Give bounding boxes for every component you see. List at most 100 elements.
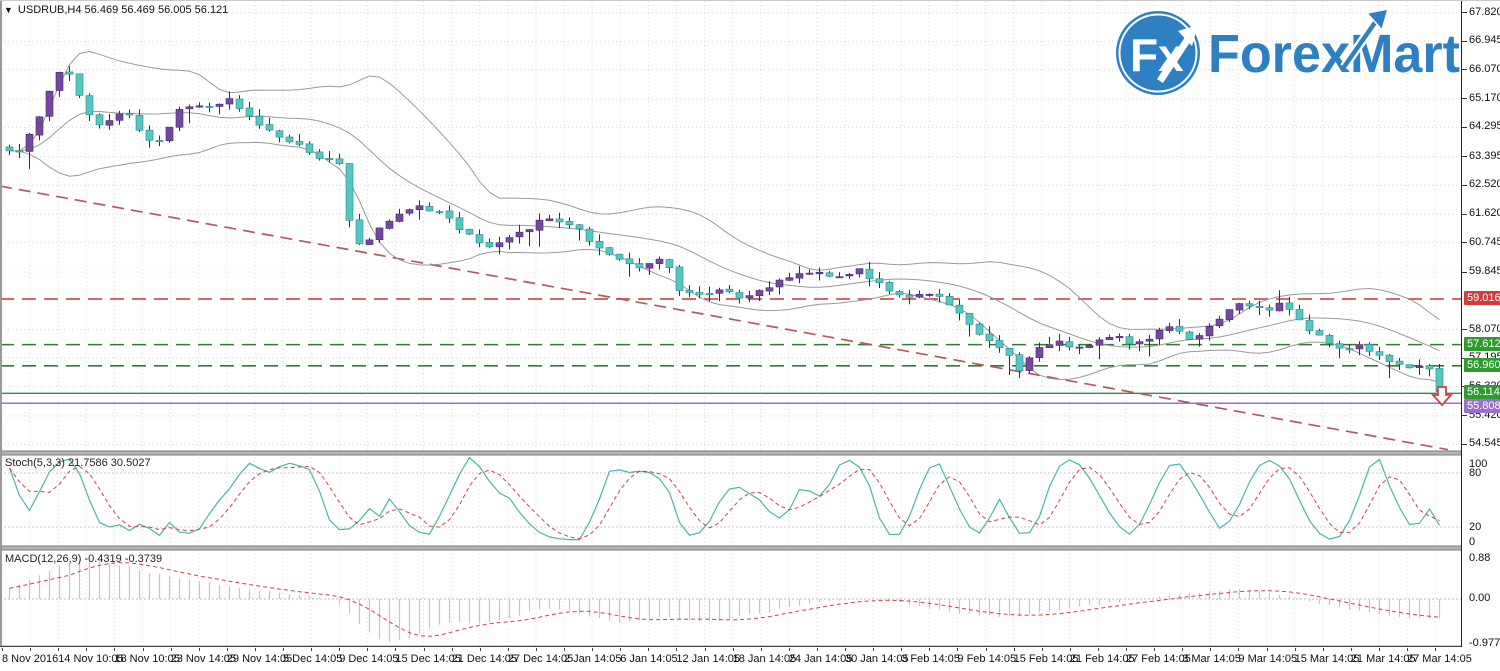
candlestick (125, 113, 134, 116)
candlestick (525, 229, 534, 233)
candlestick (675, 266, 684, 291)
time-tick-mark (620, 648, 622, 651)
time-tick-mark (957, 648, 959, 651)
candlestick (1115, 336, 1124, 339)
time-tick-label: 6 Jan 14:05 (620, 653, 678, 665)
price-tick-mark (1462, 12, 1467, 14)
panel-separator[interactable] (0, 451, 1461, 455)
candlestick (155, 140, 164, 142)
time-tick-mark (873, 648, 875, 651)
candlestick (505, 237, 514, 243)
candlestick (735, 292, 744, 299)
time-tick-mark (901, 648, 903, 651)
candlestick (955, 304, 964, 314)
stoch-scale-label: 100 (1469, 458, 1488, 470)
logo-brand-text: ForexMart (1208, 24, 1460, 84)
candlestick (1265, 307, 1274, 311)
time-tick-mark (2, 648, 3, 651)
time-tick-mark (114, 648, 116, 651)
candlestick (1425, 365, 1434, 370)
candlestick (1005, 348, 1014, 356)
price-level-badge: 56.960 (1464, 357, 1500, 372)
time-tick-mark (479, 648, 481, 651)
time-tick-mark (254, 648, 256, 651)
candlestick (1165, 326, 1174, 331)
candlestick (1055, 340, 1064, 346)
candlestick (1285, 302, 1294, 310)
time-tick-mark (985, 648, 987, 651)
time-tick-mark (704, 648, 706, 651)
candlestick (565, 221, 574, 226)
symbol-dropdown-icon[interactable]: ▼ (4, 5, 13, 15)
candlestick (545, 218, 554, 222)
time-tick-mark (592, 648, 594, 651)
candlestick (1025, 357, 1034, 371)
candlestick (5, 146, 14, 152)
candlestick (1315, 330, 1324, 336)
stoch-scale-label: 80 (1469, 467, 1482, 479)
time-tick-mark (395, 648, 397, 651)
logo-brand-arrow-icon (1340, 8, 1390, 70)
candlestick (585, 228, 594, 242)
candlestick (345, 163, 354, 221)
time-tick-mark (30, 648, 32, 651)
candlestick (935, 293, 944, 297)
time-tick-mark (1266, 648, 1268, 651)
candlestick (945, 296, 954, 306)
time-tick-mark (1097, 648, 1099, 651)
candlestick (1385, 354, 1394, 362)
panel-separator[interactable] (0, 546, 1461, 550)
candlestick (475, 234, 484, 244)
candlestick (115, 113, 124, 121)
time-tick-mark (648, 648, 650, 651)
price-axis[interactable]: 67.820 66.945 66.070 65.170 64.295 63.395 62.5… (1461, 1, 1500, 649)
time-tick-mark (1154, 648, 1156, 651)
candlestick (185, 106, 194, 110)
candlestick (1155, 329, 1164, 340)
candlestick (625, 258, 634, 265)
candlestick (1035, 347, 1044, 358)
time-tick-mark (1238, 648, 1240, 651)
candlestick (1415, 366, 1424, 368)
candlestick (1395, 360, 1404, 365)
price-tick-label: 65.170 (1469, 91, 1500, 104)
price-tick-label: 66.945 (1469, 34, 1500, 47)
candlestick (1235, 303, 1244, 311)
price-tick-label: 67.820 (1469, 5, 1500, 18)
time-tick-mark (845, 648, 846, 651)
candlestick (1215, 318, 1224, 327)
price-tick-label: 66.070 (1469, 62, 1500, 75)
candlestick (435, 211, 444, 214)
candlestick (1375, 351, 1384, 356)
time-tick-label: 21 Dec 14:05 (451, 653, 518, 665)
candlestick (785, 277, 794, 281)
time-tick-mark (1435, 648, 1437, 651)
symbol-ohlc-text: USDRUB,H4 56.469 56.469 56.005 56.121 (17, 4, 229, 16)
candlestick (805, 272, 814, 275)
candlestick (1275, 302, 1284, 312)
candlestick (655, 258, 664, 264)
time-tick-label: 21 Feb 14:05 (1069, 653, 1135, 665)
candlestick (245, 107, 254, 117)
time-tick-mark (170, 648, 172, 651)
candlestick (965, 313, 974, 325)
price-tick-label: 59.845 (1469, 265, 1500, 278)
time-axis[interactable]: 8 Nov 2016 14 Nov 10:05 18 Nov 10:05 23 Nov… (0, 648, 1472, 671)
candlestick (465, 228, 474, 235)
candlestick (1135, 341, 1144, 345)
chart-canvas[interactable] (0, 1, 1461, 647)
bollinger-lower-band (9, 141, 1440, 383)
candlestick (175, 109, 184, 128)
time-tick-label: 27 Dec 14:05 (507, 653, 574, 665)
chart-area[interactable]: ▼ USDRUB,H4 56.469 56.469 56.005 56.121 … (0, 1, 1461, 647)
candlestick (95, 114, 104, 126)
price-tick-label: 54.545 (1469, 437, 1500, 450)
stoch-scale-label: 0 (1469, 536, 1476, 548)
candlestick (995, 340, 1004, 348)
time-tick-label: 21 Mar 14:05 (1350, 653, 1416, 665)
time-tick-mark (283, 648, 284, 651)
bollinger-upper-band (9, 50, 1440, 330)
candlestick (295, 140, 304, 145)
time-tick-mark (732, 648, 734, 651)
time-tick-mark (367, 648, 369, 651)
